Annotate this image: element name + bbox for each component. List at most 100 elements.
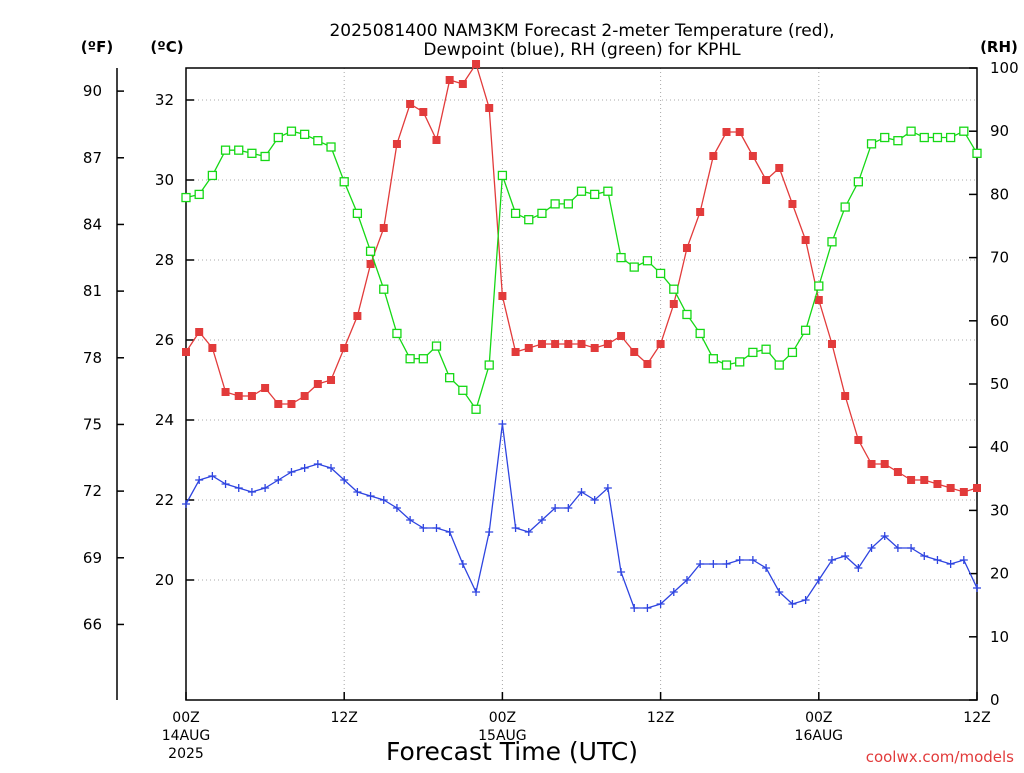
- dewpoint-point: [630, 604, 639, 612]
- rh-point: [682, 309, 692, 320]
- dewpoint-point: [682, 576, 691, 584]
- rh-point: [827, 237, 837, 247]
- fahrenheit-tick-label: 87: [83, 149, 102, 167]
- rh-point: [207, 170, 218, 181]
- temperature-point: [472, 60, 481, 68]
- temperature-point: [524, 344, 533, 352]
- x-tick-label: 12Z: [963, 710, 990, 726]
- temperature-point: [959, 488, 968, 496]
- rh-tick-label: 0: [990, 691, 1000, 709]
- celsius-tick-label: 20: [155, 571, 174, 589]
- temperature-point: [366, 260, 375, 268]
- celsius-tick-label: 32: [155, 91, 174, 109]
- rh-point: [234, 145, 244, 155]
- celsius-tick-label: 24: [155, 411, 174, 429]
- rh-point: [339, 177, 349, 187]
- temperature-point: [801, 236, 810, 244]
- rh-point: [563, 199, 573, 209]
- celsius-unit-label: (ºC): [150, 38, 183, 56]
- rh-point: [919, 132, 929, 143]
- rh-point: [655, 268, 666, 279]
- rh-point: [721, 360, 732, 370]
- temperature-point: [234, 392, 243, 400]
- dewpoint-point: [379, 496, 388, 504]
- rh-point: [893, 136, 903, 146]
- temperature-point: [617, 332, 626, 340]
- rh-point: [471, 404, 481, 414]
- temperature-point: [775, 164, 784, 172]
- temperature-point: [353, 312, 362, 320]
- rh-point: [642, 256, 653, 266]
- dewpoint-point: [419, 524, 428, 532]
- rh-point: [576, 186, 587, 196]
- dewpoint-point: [445, 528, 454, 536]
- dewpoint-point: [973, 584, 981, 592]
- temperature-point: [261, 384, 270, 392]
- temperature-point: [379, 224, 388, 232]
- temperature-point: [880, 460, 889, 468]
- rh-point: [379, 284, 389, 294]
- dewpoint-point: [722, 560, 731, 568]
- temperature-point: [722, 128, 731, 136]
- temperature-point: [551, 340, 560, 348]
- dewpoint-point: [775, 588, 784, 596]
- dewpoint-series: [182, 420, 981, 612]
- x-tick-label: 00Z: [172, 710, 199, 726]
- temperature-point: [182, 348, 190, 356]
- dewpoint-point: [458, 560, 467, 568]
- temperature-point: [973, 484, 981, 492]
- rh-point: [972, 148, 982, 158]
- rh-point: [445, 373, 455, 383]
- dewpoint-point: [340, 476, 349, 484]
- plot-frame: [185, 67, 978, 701]
- rh-point: [669, 284, 679, 294]
- dewpoint-point: [551, 504, 560, 512]
- dewpoint-point: [907, 544, 916, 552]
- rh-point: [814, 281, 824, 291]
- dewpoint-point: [524, 528, 533, 536]
- rh-point: [945, 132, 956, 143]
- temperature-point: [682, 244, 691, 252]
- dewpoint-point: [735, 556, 744, 564]
- rh-point: [365, 246, 376, 256]
- dewpoint-point: [485, 528, 494, 536]
- temperature-point: [458, 80, 467, 88]
- celsius-tick-label: 28: [155, 251, 174, 269]
- rh-point: [352, 208, 363, 219]
- rh-point: [880, 132, 890, 143]
- temperature-point: [485, 104, 494, 112]
- temperature-point: [287, 400, 296, 408]
- dewpoint-point: [221, 480, 230, 488]
- dewpoint-point: [274, 476, 283, 484]
- dewpoint-point: [590, 496, 599, 504]
- rh-point: [510, 208, 521, 219]
- dewpoint-point: [353, 488, 362, 496]
- temperature-point: [195, 328, 204, 336]
- rh-point: [484, 360, 494, 370]
- dewpoint-point: [854, 564, 863, 572]
- rh-tick-label: 10: [990, 628, 1009, 646]
- temperature-point: [419, 108, 428, 116]
- rh-point: [932, 132, 943, 143]
- dewpoint-point: [472, 588, 481, 596]
- temperature-point: [313, 380, 322, 388]
- rh-point: [800, 325, 811, 335]
- rh-point: [392, 328, 402, 339]
- dewpoint-point: [406, 516, 415, 524]
- x-tick-label: 12Z: [330, 710, 357, 726]
- rh-point: [787, 347, 798, 358]
- dewpoint-point: [867, 544, 876, 552]
- fahrenheit-tick-label: 72: [83, 482, 102, 500]
- temperature-point: [814, 296, 823, 304]
- data-series: [181, 60, 982, 612]
- temperature-point: [603, 340, 612, 348]
- dewpoint-point: [182, 500, 190, 508]
- rh-point: [853, 177, 863, 187]
- temperature-point: [788, 200, 797, 208]
- dewpoint-point: [208, 472, 217, 480]
- dewpoint-point: [946, 560, 955, 568]
- dewpoint-point: [327, 464, 336, 472]
- temperature-point: [762, 176, 771, 184]
- dewpoint-point: [643, 604, 652, 612]
